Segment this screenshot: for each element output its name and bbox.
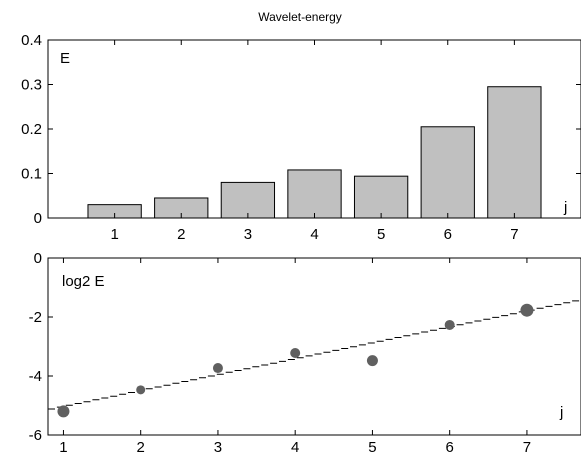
figure-title: Wavelet-energy	[258, 10, 342, 24]
scatter-x-tick-label: 5	[368, 439, 376, 455]
scatter-plot-frame	[47, 257, 581, 436]
bar-y-tick-label: 0.1	[21, 166, 42, 183]
scatter-x-tick-label: 4	[291, 439, 299, 455]
bar-x-label: j	[563, 199, 567, 216]
scatter-point-7	[520, 303, 534, 317]
fit-line-path	[48, 300, 581, 410]
log-energy-scatter-chart: log2 E j -6 -4 -2 0 1 2 3 4 5 6 7	[29, 250, 581, 455]
scatter-x-tick-label: 2	[137, 439, 145, 455]
scatter-point-5	[366, 355, 378, 367]
scatter-y-ticks: -6 -4 -2 0	[29, 250, 53, 444]
scatter-y-tick-label: -6	[29, 427, 42, 444]
bar-y-tick-label: 0	[34, 210, 42, 227]
bar-3	[220, 181, 276, 219]
scatter-point-6	[444, 319, 455, 330]
bar-y-label: E	[60, 50, 70, 67]
scatter-point-3	[212, 363, 223, 374]
scatter-x-tick-label: 7	[523, 439, 531, 455]
bar-x-tick-label: 5	[377, 226, 385, 243]
bar-5	[353, 175, 409, 219]
bar-x-tick-label: 3	[244, 226, 252, 243]
bar-x-tick-label: 2	[177, 226, 185, 243]
bar-x-tick-label: 1	[110, 226, 118, 243]
scatter-point-4	[290, 347, 301, 358]
fit-line	[48, 300, 581, 410]
bar-x-ticks: 1 2 3 4 5 6 7	[110, 40, 519, 243]
scatter-y-tick-label: 0	[34, 250, 42, 267]
energy-bar-chart: E j 0 0.1 0.2 0.3 0.4 1 2 3 4 5 6 7	[21, 32, 581, 243]
bar-x-tick-label: 6	[444, 226, 452, 243]
bar-y-tick-label: 0.4	[21, 32, 42, 49]
scatter-x-ticks: 1 2 3 4 5 6 7	[59, 258, 531, 455]
bar-4	[287, 169, 342, 219]
scatter-x-tick-label: 3	[214, 439, 222, 455]
scatter-x-label: j	[559, 404, 563, 421]
bar-marks	[87, 86, 542, 219]
bar-6	[420, 126, 475, 219]
scatter-y-tick-label: -2	[29, 309, 42, 326]
scatter-marks	[57, 303, 534, 418]
bar-7	[487, 86, 542, 219]
scatter-x-tick-label: 6	[446, 439, 454, 455]
scatter-y-tick-label: -4	[29, 368, 42, 385]
bar-x-tick-label: 4	[310, 226, 318, 243]
bar-y-tick-label: 0.3	[21, 77, 42, 94]
bar-y-ticks: 0 0.1 0.2 0.3 0.4	[21, 32, 581, 227]
scatter-x-tick-label: 1	[59, 439, 67, 455]
bar-x-tick-label: 7	[510, 226, 518, 243]
bar-y-tick-label: 0.2	[21, 121, 42, 138]
scatter-point-2	[136, 385, 146, 395]
scatter-y-label: log2 E	[62, 273, 105, 290]
scatter-point-1	[57, 405, 70, 418]
